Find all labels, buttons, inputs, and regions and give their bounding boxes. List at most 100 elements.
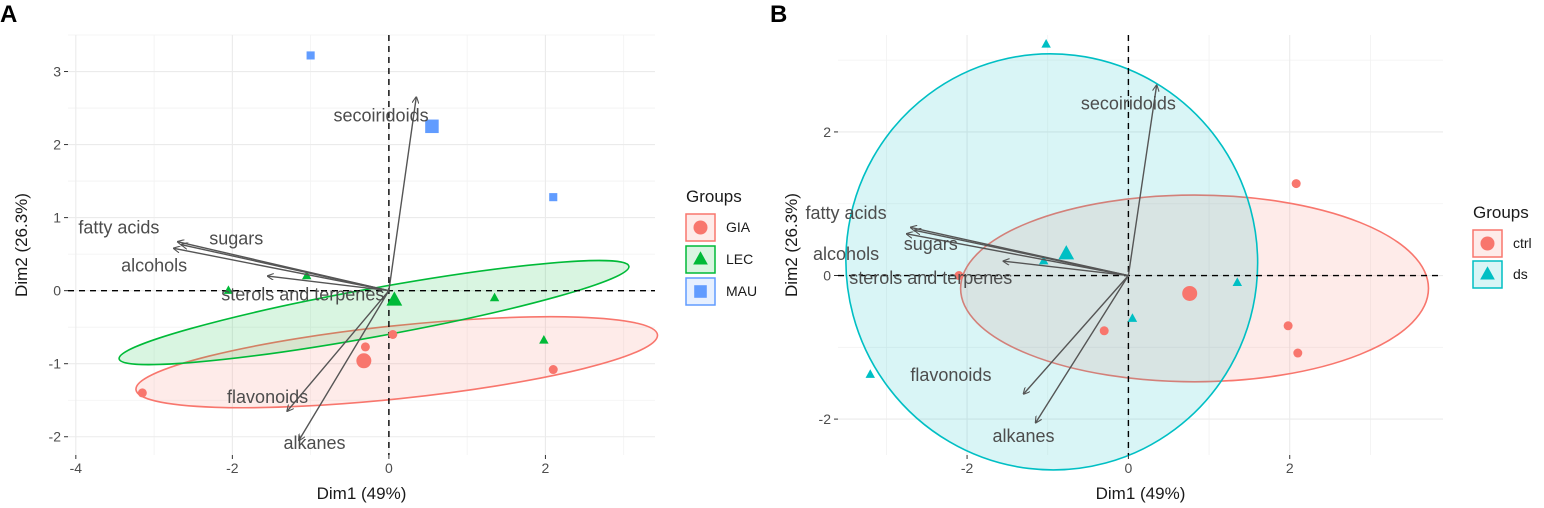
data-points bbox=[865, 39, 1303, 378]
y-tick-label: 0 bbox=[823, 268, 831, 284]
x-tick-label: -2 bbox=[226, 460, 239, 476]
gridlines bbox=[838, 35, 1443, 455]
gridlines bbox=[68, 34, 655, 455]
centroid-ctrl bbox=[1182, 285, 1198, 301]
legend: Groups ctrl ds bbox=[1472, 203, 1532, 289]
centroid-gia bbox=[356, 353, 372, 369]
y-tick-label: -2 bbox=[819, 411, 832, 427]
arrow-sugars bbox=[181, 245, 390, 292]
centroid-ds bbox=[1058, 245, 1075, 260]
y-axis-title: Dim2 (26.3%) bbox=[12, 193, 31, 297]
point-mau bbox=[306, 51, 315, 60]
y-tick-label: 3 bbox=[53, 64, 61, 80]
point-ds bbox=[1127, 313, 1138, 322]
legend-symbol-lec bbox=[693, 251, 708, 265]
point-gia bbox=[137, 388, 147, 398]
ellipse-ds bbox=[845, 53, 1259, 471]
axis-ticks: -2 0 2 -2 0 2 bbox=[819, 124, 1294, 476]
panel-label: B bbox=[770, 1, 787, 28]
legend-label-lec: LEC bbox=[726, 251, 753, 267]
point-ctrl bbox=[1099, 326, 1109, 336]
y-tick-label: 2 bbox=[823, 124, 831, 140]
centroid-lec bbox=[386, 291, 403, 306]
variable-arrows bbox=[907, 85, 1157, 422]
legend-symbol-ctrl bbox=[1480, 236, 1495, 251]
variable-label-sugars: sugars bbox=[209, 228, 263, 248]
arrow-secoiridoids bbox=[1127, 85, 1156, 276]
arrow-flavonoids bbox=[1024, 275, 1129, 394]
variable-label-alcohols: alcohols bbox=[813, 244, 879, 264]
arrow-alkanes bbox=[1036, 275, 1129, 423]
point-gia bbox=[388, 329, 398, 339]
legend-label-ctrl: ctrl bbox=[1513, 235, 1532, 251]
point-gia bbox=[548, 365, 558, 375]
arrow-flavonoids bbox=[287, 290, 390, 412]
plot-background bbox=[838, 35, 1443, 455]
point-ds bbox=[1041, 39, 1051, 48]
arrow-sterols-and-terpenes bbox=[1003, 261, 1129, 277]
data-points bbox=[137, 51, 558, 398]
arrow-alcohols bbox=[174, 248, 390, 292]
legend-symbol-gia bbox=[693, 220, 708, 235]
variable-label-sugars: sugars bbox=[904, 234, 958, 254]
arrow-alcohols bbox=[907, 234, 1129, 277]
x-tick-label: 2 bbox=[542, 460, 550, 476]
legend-label-ds: ds bbox=[1513, 266, 1528, 282]
y-tick-label: 2 bbox=[53, 137, 61, 153]
legend-label-gia: GIA bbox=[726, 219, 751, 235]
point-ctrl bbox=[954, 271, 964, 281]
point-ds bbox=[1232, 277, 1243, 286]
point-ds bbox=[865, 369, 875, 378]
panel-label: A bbox=[0, 1, 17, 28]
arrow-sugars bbox=[915, 230, 1129, 277]
point-lec bbox=[489, 292, 500, 302]
x-tick-label: 0 bbox=[385, 460, 393, 476]
variable-label-flavonoids: flavonoids bbox=[227, 387, 308, 407]
point-lec bbox=[539, 335, 549, 344]
variable-label-sterols-and-terpenes: sterols and terpenes bbox=[849, 268, 1012, 288]
variable-arrows bbox=[174, 97, 417, 440]
point-gia bbox=[360, 342, 370, 352]
variable-label-alkanes: alkanes bbox=[993, 426, 1055, 446]
point-ctrl bbox=[1283, 321, 1293, 331]
ellipse-gia bbox=[135, 315, 659, 409]
variable-label-secoiridoids: secoiridoids bbox=[334, 106, 429, 126]
arrow-alkanes bbox=[299, 290, 390, 441]
variable-label-secoiridoids: secoiridoids bbox=[1081, 93, 1176, 113]
variable-label-fatty-acids: fatty acids bbox=[806, 203, 887, 223]
legend-label-mau: MAU bbox=[726, 283, 757, 299]
variable-label-flavonoids: flavonoids bbox=[910, 365, 991, 385]
y-tick-label: 0 bbox=[53, 283, 61, 299]
point-lec bbox=[223, 285, 234, 294]
variable-labels: secoiridoids fatty acids sugars alcohols ste… bbox=[806, 93, 1176, 445]
confidence-ellipses bbox=[118, 259, 659, 409]
y-axis-title: Dim2 (26.3%) bbox=[782, 193, 801, 297]
y-tick-label: 1 bbox=[53, 210, 61, 226]
x-tick-label: 2 bbox=[1286, 460, 1294, 476]
axis-ticks: -4 -2 0 2 -2 -1 0 1 2 3 bbox=[49, 64, 550, 476]
y-tick-label: -1 bbox=[49, 356, 62, 372]
variable-label-sterols-and-terpenes: sterols and terpenes bbox=[221, 285, 384, 305]
x-axis-title: Dim1 (49%) bbox=[1096, 484, 1186, 503]
x-axis-title: Dim1 (49%) bbox=[317, 484, 407, 503]
legend-symbol-mau bbox=[694, 285, 707, 298]
x-tick-label: -2 bbox=[961, 460, 974, 476]
legend: Groups GIA LEC MAU bbox=[685, 187, 757, 306]
x-tick-label: -4 bbox=[70, 460, 83, 476]
point-ctrl bbox=[1293, 348, 1303, 358]
x-tick-label: 0 bbox=[1125, 460, 1133, 476]
legend-symbol-ds bbox=[1480, 266, 1495, 280]
point-ctrl bbox=[1291, 179, 1301, 189]
variable-label-alcohols: alcohols bbox=[121, 255, 187, 275]
arrow-sterols-and-terpenes bbox=[268, 276, 389, 292]
y-tick-label: -2 bbox=[49, 429, 62, 445]
legend-title: Groups bbox=[686, 187, 742, 206]
plot-background bbox=[68, 35, 655, 455]
variable-label-alkanes: alkanes bbox=[284, 433, 346, 453]
arrow-secoiridoids bbox=[388, 97, 416, 291]
variable-labels: secoiridoids fatty acids sugars alcohols ste… bbox=[78, 106, 428, 453]
point-mau bbox=[549, 193, 558, 202]
